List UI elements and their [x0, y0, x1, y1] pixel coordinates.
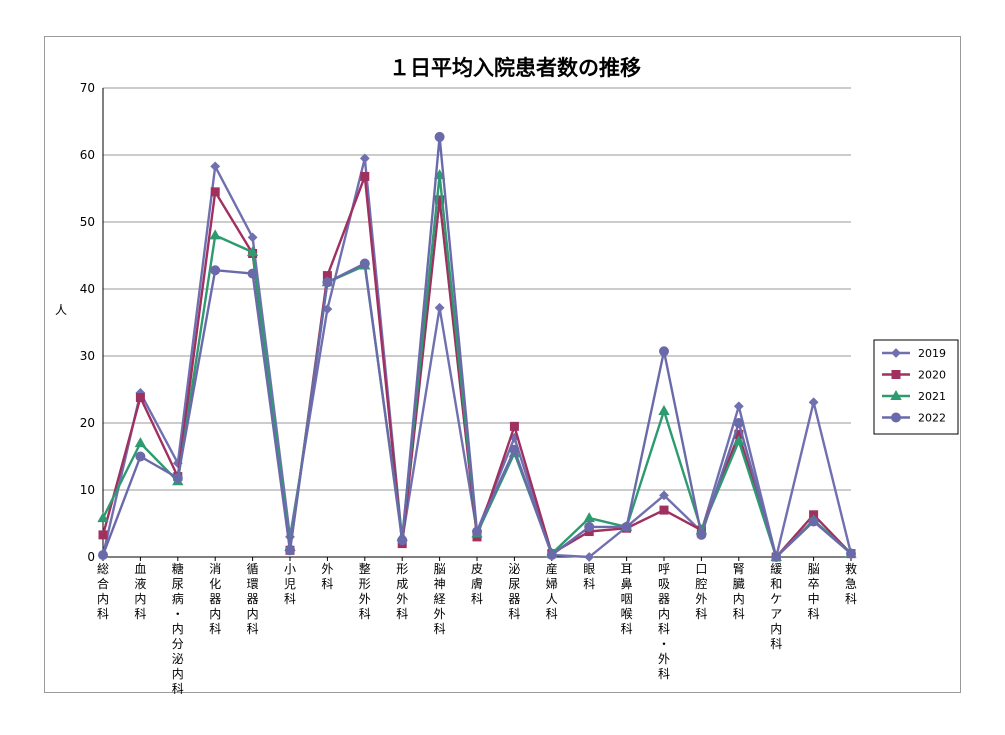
data-point [247, 232, 258, 243]
data-point [659, 346, 669, 357]
series-2022 [98, 131, 856, 562]
y-tick-label: 70 [80, 81, 95, 95]
x-tick-label: 脳神経外科 [434, 562, 446, 636]
x-tick-label: 腎臓内科 [733, 562, 745, 621]
chart-frame: １日平均入院患者数の推移 人 0 10 20 30 40 50 60 70 総合内科 血液内科 糖… [44, 36, 961, 694]
y-tick-label: 20 [80, 416, 95, 430]
data-point [733, 418, 744, 428]
x-tick-label: 総合内科 [97, 562, 109, 621]
data-point [808, 516, 819, 527]
data-point [285, 545, 295, 556]
legend-marker [891, 370, 901, 379]
data-point [322, 277, 333, 288]
series-line-2019 [101, 157, 853, 559]
chart-svg: １日平均入院患者数の推移 人 0 10 20 30 40 50 60 70 総合内科 血液内科 糖… [55, 56, 959, 694]
data-point [98, 530, 108, 540]
x-tick-label: 血液内科 [134, 562, 146, 621]
category-labels: 総合内科 血液内科 糖尿病・内分泌内科 消化器内科 循環器内科 小児科 外科 整形外科 形成外科… [97, 561, 857, 694]
x-tick-label: 救急科 [845, 561, 857, 606]
x-tick-label: 外科 [321, 562, 333, 591]
data-point [771, 552, 782, 562]
data-point [472, 526, 482, 537]
grid-layer [103, 87, 851, 491]
data-point [397, 535, 408, 546]
y-tick-label: 0 [87, 550, 95, 564]
data-point [509, 444, 520, 455]
y-tick-label: 50 [80, 215, 95, 229]
legend-item: 2022 [882, 412, 946, 425]
x-tick-label: 循環器内科 [247, 562, 259, 636]
legend-label: 2020 [918, 369, 946, 382]
data-point [584, 552, 595, 562]
x-tick-label: 口腔外科 [695, 562, 707, 621]
data-point [172, 472, 183, 483]
data-point [247, 268, 258, 279]
x-tick-label: 形成外科 [396, 562, 408, 621]
x-tick-label: 泌尿器科 [508, 562, 520, 621]
data-point [583, 512, 595, 523]
data-point [246, 246, 259, 257]
series-layer [97, 131, 857, 562]
data-point [659, 490, 669, 501]
data-point [434, 131, 445, 142]
data-point [808, 397, 819, 408]
data-point [134, 437, 147, 448]
legend-label: 2021 [918, 390, 946, 403]
data-point [658, 404, 670, 415]
x-tick-label: 産婦人科 [546, 561, 558, 621]
data-point [621, 521, 632, 532]
data-point [210, 187, 220, 197]
y-axis-label: 人 [55, 303, 67, 317]
legend-item: 2020 [882, 369, 946, 382]
data-point [135, 393, 145, 403]
data-point [584, 521, 595, 532]
data-point [659, 505, 669, 515]
legend: 2019 2020 2021 2022 [873, 339, 959, 435]
data-point [733, 435, 745, 446]
x-tick-label: 消化器内科 [209, 562, 221, 636]
data-point [97, 512, 109, 523]
axis-layer: 0 10 20 30 40 50 60 70 [80, 81, 852, 564]
legend-label: 2019 [918, 347, 946, 360]
data-point [434, 302, 445, 313]
legend-marker [890, 389, 902, 400]
x-tick-label: 呼吸器内科・外科 [658, 562, 670, 681]
chart-title: １日平均入院患者数の推移 [389, 56, 641, 80]
data-point [509, 421, 519, 431]
x-tick-label: 眼科 [583, 562, 595, 591]
y-tick-label: 60 [80, 148, 95, 162]
data-point [209, 229, 221, 240]
legend-item: 2019 [882, 347, 946, 360]
data-point [210, 161, 221, 172]
x-tick-label: 整形外科 [359, 561, 371, 621]
series-2020 [98, 171, 856, 562]
series-2021 [97, 169, 857, 561]
data-point [733, 401, 744, 412]
data-point [360, 171, 370, 181]
data-point [359, 258, 370, 269]
data-point [98, 549, 108, 560]
data-point [359, 153, 370, 164]
x-tick-label: 小児科 [284, 562, 296, 606]
legend-label: 2022 [918, 412, 946, 425]
data-point [546, 549, 557, 560]
x-tick-label: 脳卒中科 [808, 562, 820, 621]
legend-item: 2021 [882, 389, 946, 403]
y-tick-label: 30 [80, 349, 95, 363]
x-tick-label: 皮膚科 [471, 562, 483, 606]
data-point [135, 451, 146, 462]
data-point [696, 529, 707, 540]
data-point [210, 265, 221, 276]
data-point [435, 195, 445, 205]
legend-marker [891, 348, 901, 358]
x-tick-label: 糖尿病・内分泌内科 [172, 561, 184, 694]
y-tick-label: 10 [80, 483, 95, 497]
legend-marker [891, 412, 901, 423]
x-tick-label: 緩和ケア内科 [770, 562, 782, 651]
data-point [846, 548, 856, 559]
y-tick-label: 40 [80, 282, 95, 296]
x-tick-label: 耳鼻咽喉科 [621, 562, 633, 636]
